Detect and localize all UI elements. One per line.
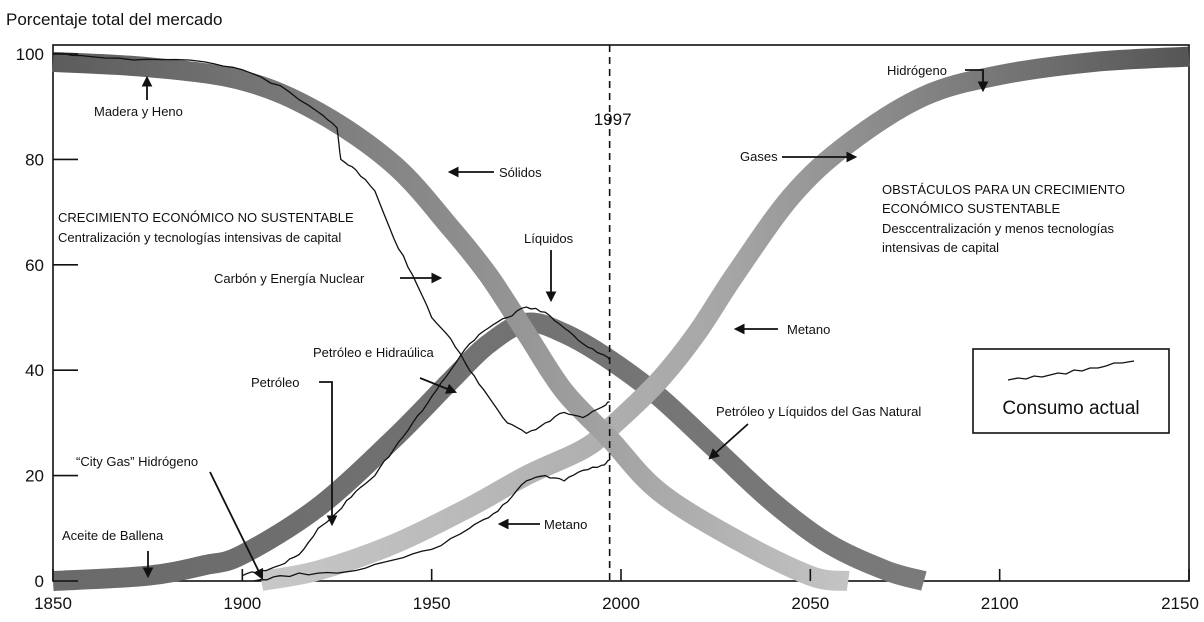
annotation-liquidos: Líquidos [524, 231, 574, 246]
x-tick-label: 2050 [791, 594, 829, 613]
annotation-petroleo: Petróleo [251, 375, 299, 390]
annotation-petroleo-hidraulica: Petróleo e Hidraúlica [313, 345, 434, 360]
arrow-hidrogeno [965, 69, 989, 93]
year-marker-label: 1997 [594, 110, 632, 129]
x-tick-label: 2000 [602, 594, 640, 613]
band-gases [259, 46, 1190, 591]
market-share-bands [52, 46, 1190, 591]
legend-frame [972, 348, 1170, 434]
y-tick-label: 80 [25, 150, 44, 169]
band-solids [52, 51, 850, 591]
consumption-line-wood [52, 52, 610, 435]
y-tick-label: 20 [25, 467, 44, 486]
x-tick-label: 1950 [413, 594, 451, 613]
consumption-line-gas [253, 459, 610, 582]
annotation-sustainable-desc-2: intensivas de capital [882, 240, 999, 255]
annotation-sustainable-title-2: ECONÓMICO SUSTENTABLE [882, 201, 1061, 216]
annotation-arrows [141, 69, 989, 580]
annotation-carbon: Carbón y Energía Nuclear [214, 271, 365, 286]
legend-box: Consumo actual [972, 348, 1170, 434]
annotation-hidrogeno: Hidrógeno [887, 63, 947, 78]
consumption-line-oil [242, 306, 611, 577]
annotation-solidos: Sólidos [499, 165, 542, 180]
annotation-gases: Gases [740, 149, 778, 164]
annotation-sustainable-desc-1: Desccentralización y menos tecnologías [882, 221, 1114, 236]
annotation-metano-upper: Metano [787, 322, 830, 337]
y-axis-ticks: 0 20 40 60 80 100 [16, 45, 78, 591]
legend-line-sample [1007, 360, 1135, 381]
annotations: Madera y Heno Sólidos CRECIMIENTO ECONÓM… [58, 63, 1125, 543]
annotation-sustainable-title-1: OBSTÁCULOS PARA UN CRECIMIENTO [882, 182, 1125, 197]
arrow-city-gas [209, 471, 264, 580]
annotation-madera: Madera y Heno [94, 104, 183, 119]
x-axis-ticks: 1850 1900 1950 2000 2050 2100 2150 [34, 569, 1199, 613]
annotation-nonsustainable-desc: Centralización y tecnologías intensivas … [58, 230, 341, 245]
y-tick-label: 60 [25, 256, 44, 275]
arrow-petroleo-gas-natural [708, 423, 749, 460]
x-tick-label: 2100 [981, 594, 1019, 613]
x-tick-label: 1850 [34, 594, 72, 613]
annotation-metano-lower: Metano [544, 517, 587, 532]
y-tick-label: 0 [35, 572, 44, 591]
annotation-nonsustainable-title: CRECIMIENTO ECONÓMICO NO SUSTENTABLE [58, 210, 354, 225]
y-tick-label: 100 [16, 45, 44, 64]
y-tick-label: 40 [25, 361, 44, 380]
arrow-petroleo-hidraulica [419, 377, 458, 394]
legend-label: Consumo actual [1002, 398, 1139, 419]
band-liquids [52, 312, 927, 591]
arrow-petroleo [319, 381, 338, 527]
y-axis-label: Porcentaje total del mercado [6, 10, 222, 29]
x-tick-label: 1900 [223, 594, 261, 613]
x-tick-label: 2150 [1161, 594, 1199, 613]
annotation-aceite: Aceite de Ballena [62, 528, 164, 543]
annotation-petroleo-gas-natural: Petróleo y Líquidos del Gas Natural [716, 404, 921, 419]
current-consumption-lines [52, 52, 611, 582]
annotation-city-gas: “City Gas” Hidrógeno [76, 454, 198, 469]
